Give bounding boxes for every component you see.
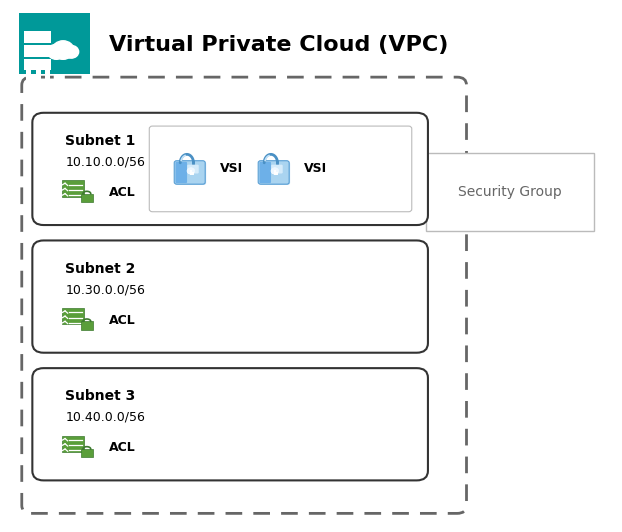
FancyBboxPatch shape (187, 165, 199, 173)
FancyBboxPatch shape (24, 45, 52, 56)
FancyBboxPatch shape (32, 240, 428, 353)
FancyBboxPatch shape (35, 70, 40, 80)
Text: ACL: ACL (109, 186, 136, 199)
Text: 10.10.0.0/56: 10.10.0.0/56 (65, 155, 145, 168)
Text: 10.40.0.0/56: 10.40.0.0/56 (65, 411, 145, 423)
Circle shape (187, 168, 195, 174)
Circle shape (64, 45, 78, 58)
FancyBboxPatch shape (174, 161, 205, 184)
FancyBboxPatch shape (62, 180, 84, 197)
FancyBboxPatch shape (259, 162, 290, 185)
FancyBboxPatch shape (81, 449, 93, 457)
Text: VSI: VSI (304, 162, 327, 176)
FancyBboxPatch shape (426, 153, 594, 231)
Text: ACL: ACL (109, 314, 136, 327)
Text: Subnet 1: Subnet 1 (65, 134, 136, 148)
FancyBboxPatch shape (19, 13, 90, 74)
Text: Security Group: Security Group (458, 185, 562, 199)
FancyBboxPatch shape (258, 161, 289, 184)
FancyBboxPatch shape (32, 368, 428, 480)
Text: VSI: VSI (220, 162, 243, 176)
FancyBboxPatch shape (24, 59, 52, 70)
Circle shape (52, 41, 74, 60)
FancyBboxPatch shape (24, 31, 52, 43)
FancyBboxPatch shape (53, 49, 78, 55)
FancyBboxPatch shape (259, 162, 271, 183)
Text: Subnet 2: Subnet 2 (65, 262, 136, 276)
FancyBboxPatch shape (175, 162, 206, 185)
FancyBboxPatch shape (149, 126, 412, 212)
Text: Virtual Private Cloud (VPC): Virtual Private Cloud (VPC) (109, 35, 448, 55)
FancyBboxPatch shape (81, 194, 93, 202)
Circle shape (271, 168, 279, 174)
FancyBboxPatch shape (32, 113, 428, 225)
Text: 10.30.0.0/56: 10.30.0.0/56 (65, 283, 145, 296)
FancyBboxPatch shape (26, 70, 31, 80)
FancyBboxPatch shape (175, 162, 187, 183)
Text: Subnet 3: Subnet 3 (65, 389, 136, 403)
Text: ACL: ACL (109, 442, 136, 454)
FancyBboxPatch shape (271, 165, 283, 173)
FancyBboxPatch shape (81, 321, 93, 329)
FancyBboxPatch shape (62, 436, 84, 452)
FancyBboxPatch shape (62, 308, 84, 325)
Circle shape (47, 44, 65, 60)
FancyBboxPatch shape (45, 70, 50, 80)
